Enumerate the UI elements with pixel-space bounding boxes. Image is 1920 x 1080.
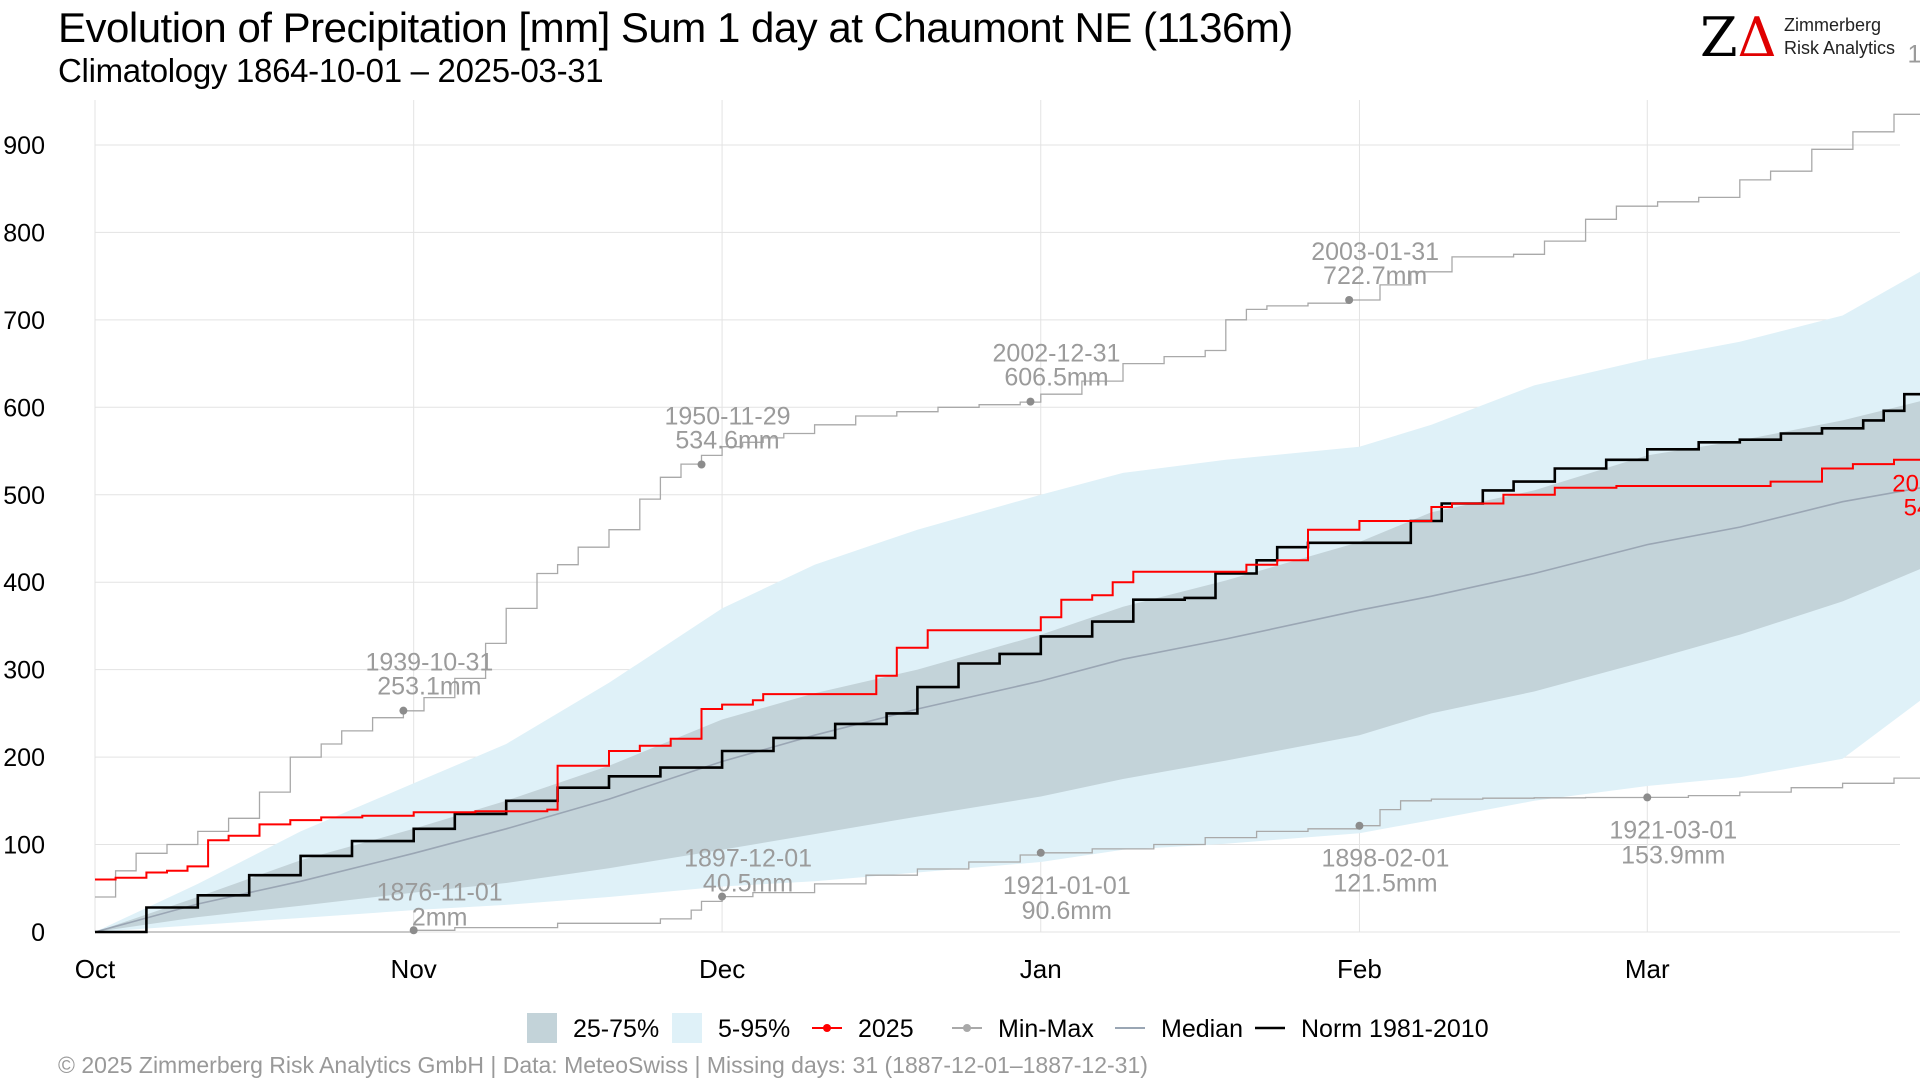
max-annotation-date: 1951-03-30 [1907,40,1920,68]
chart-subtitle: Climatology 1864-10-01 – 2025-03-31 [58,52,604,89]
max-annotation-value: 606.5mm [1004,364,1108,392]
min-marker [1355,821,1364,830]
max-marker [1345,295,1354,304]
min-line [95,777,1920,933]
y-tick-label: 600 [3,394,45,422]
percentile-bands [95,271,1920,932]
max-annotation-value: 722.7mm [1323,262,1427,290]
min-marker [1036,848,1045,857]
min-annotation-date: 1876-11-01 [377,878,503,906]
max-annotation-date: 2003-01-31 [1311,238,1439,266]
chart-title: Evolution of Precipitation [mm] Sum 1 da… [58,4,1293,51]
band-25-75 [95,401,1920,932]
min-annotation-date: 1921-01-01 [1003,872,1131,900]
x-tick-label: Jan [1020,954,1062,984]
norm-line [95,392,1920,934]
band-5-95 [95,271,1920,932]
legend-label-band_5_95: 5-95% [718,1015,790,1043]
y-tick-label: 700 [3,307,45,335]
max-marker [1026,397,1035,406]
legend-label-norm: Norm 1981-2010 [1301,1015,1489,1043]
y-tick-label: 200 [3,744,45,772]
current-season-line [95,458,1920,881]
current-end-value: 542.5mm [1904,495,1920,522]
y-tick-label: 500 [3,482,45,510]
min-annotation-date: 1897-12-01 [684,845,812,873]
x-tick-label: Oct [75,954,116,984]
min-marker [409,926,418,935]
logo-line-1: Zimmerberg [1784,15,1882,35]
footer-credits: © 2025 Zimmerberg Risk Analytics GmbH | … [58,1052,1148,1078]
axis-labels: 0 100 200 300 400 500 600 700 800 900 Oct Nov Dec Jan… [3,132,1670,984]
min-annotation-value: 121.5mm [1333,870,1437,898]
legend-swatch-band_25_75 [527,1013,557,1043]
y-tick-label: 400 [3,569,45,597]
min-annotation-value: 90.6mm [1022,897,1112,925]
y-tick-label: 800 [3,219,45,247]
min-annotation-value: 2mm [412,903,468,931]
legend-swatch-dot-minmax [963,1024,971,1032]
company-logo: ZΔ Zimmerberg Risk Analytics [1700,8,1900,68]
legend-swatch-dot-current [823,1024,831,1032]
max-line [95,113,1920,898]
y-tick-label: 100 [3,832,45,860]
max-annotation-value: 253.1mm [377,673,481,701]
legend-label-minmax: Min-Max [998,1015,1094,1043]
max-annotation-date: 1950-11-29 [665,402,791,430]
legend-swatch-band_5_95 [672,1013,702,1043]
legend-label-median: Median [1161,1015,1243,1043]
logo-line-2: Risk Analytics [1784,38,1896,58]
y-tick-label: 300 [3,657,45,685]
max-annotation-date: 1939-10-31 [365,649,493,677]
legend: 25-75% 5-95% 2025 Min-Max Median Norm 1981-20… [527,1013,1489,1043]
x-tick-label: Feb [1337,954,1382,984]
max-annotation-value: 534.6mm [675,426,779,454]
x-tick-label: Mar [1625,954,1670,984]
y-tick-label: 0 [31,919,45,947]
series-lines: 2025-03-31542.5mm [94,113,1920,934]
legend-label-current: 2025 [858,1015,914,1043]
x-tick-label: Dec [699,954,745,984]
median-line [94,487,1920,933]
max-marker [697,460,706,469]
logo-text: Zimmerberg Risk Analytics [1784,14,1895,60]
min-marker [718,892,727,901]
legend-label-band_25_75: 25-75% [573,1015,659,1043]
min-annotation-value: 40.5mm [703,870,793,898]
min-annotation-date: 1898-02-01 [1321,845,1449,873]
max-marker [399,706,408,715]
x-tick-label: Nov [391,954,437,984]
current-end-date: 2025-03-31 [1892,471,1920,498]
y-tick-label: 900 [3,132,45,160]
min-annotation-date: 1921-03-01 [1609,816,1737,844]
min-marker [1643,793,1652,802]
max-annotation-date: 2002-12-31 [993,340,1121,368]
logo-mark: ZΔ [1700,6,1777,69]
min-annotation-value: 153.9mm [1621,841,1725,869]
